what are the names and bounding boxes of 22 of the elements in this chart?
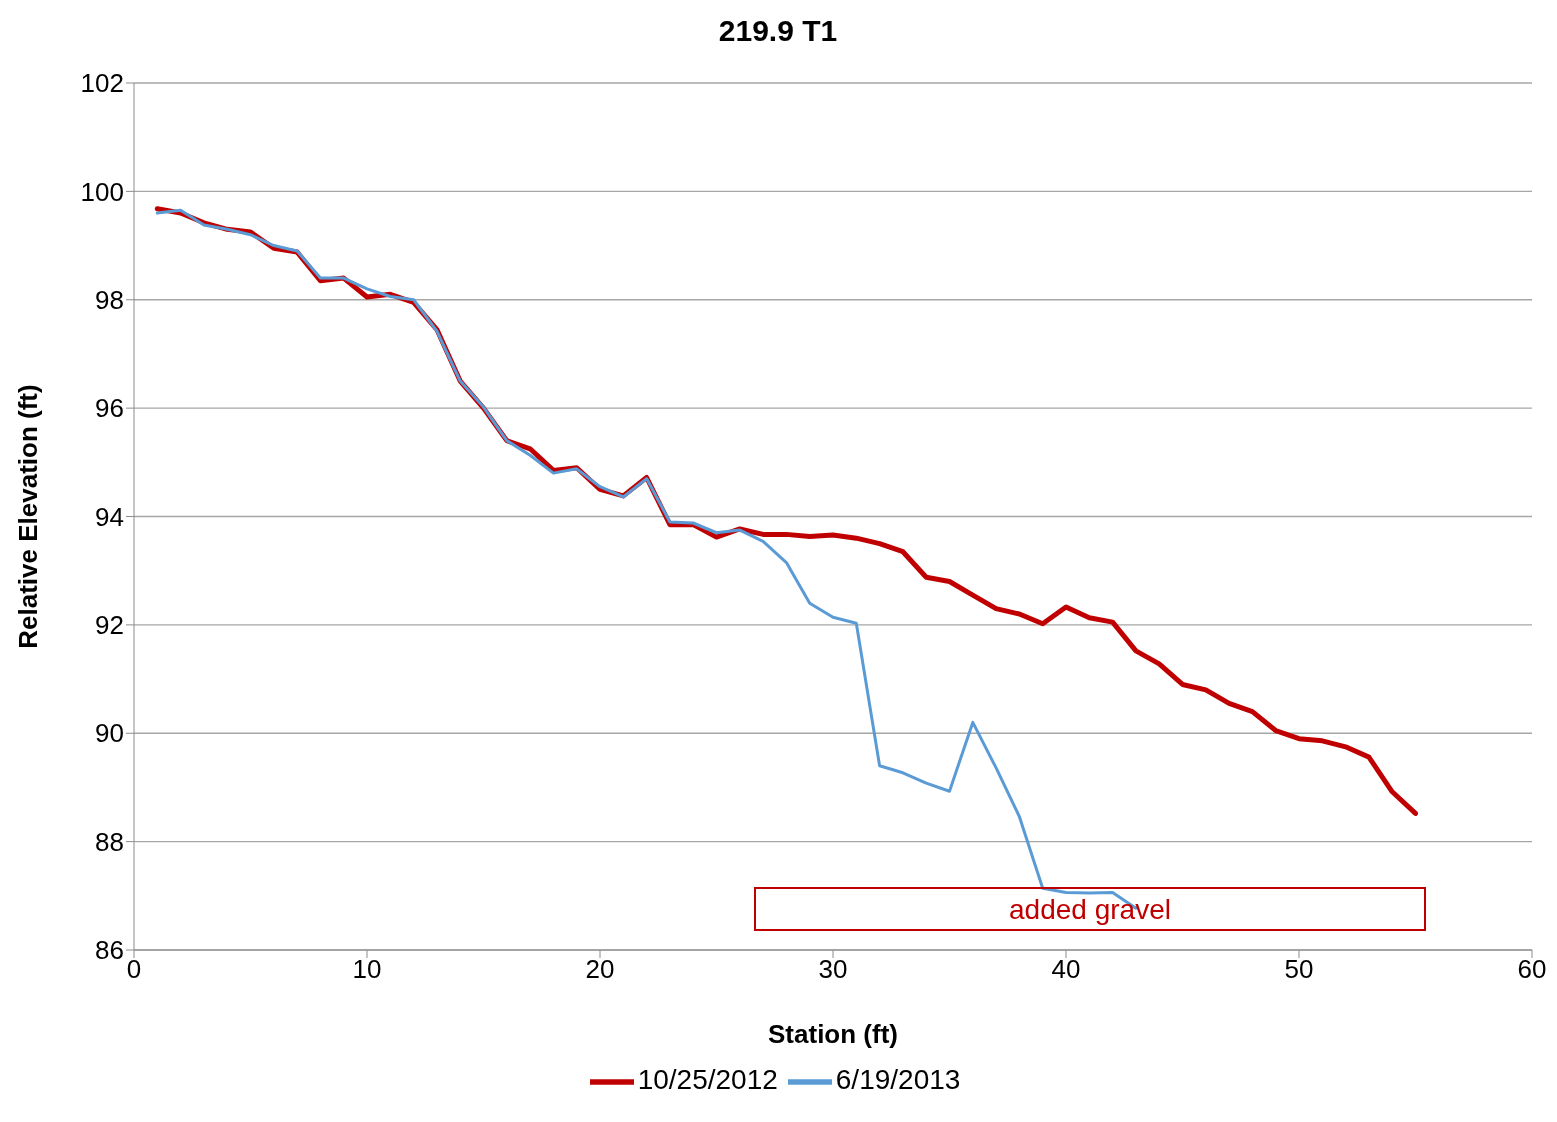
- legend-label: 6/19/2013: [835, 1064, 961, 1096]
- y-tick-label: 98: [95, 284, 124, 315]
- y-tick-label: 88: [95, 826, 124, 857]
- annotation: added gravel: [754, 887, 1426, 931]
- y-tick-label: 102: [80, 68, 124, 99]
- x-tick-label: 50: [1284, 954, 1314, 985]
- x-tick-label: 20: [585, 954, 615, 985]
- y-tick-label: 86: [95, 935, 124, 966]
- x-axis-title: Station (ft): [768, 1019, 898, 1050]
- legend-label: 10/25/2012: [637, 1064, 778, 1096]
- y-tick-label: 90: [95, 718, 124, 749]
- y-axis-title: Relative Elevation (ft): [13, 384, 44, 649]
- x-tick-label: 60: [1517, 954, 1547, 985]
- y-tick-label: 96: [95, 393, 124, 424]
- y-tick-label: 100: [80, 176, 124, 207]
- chart-title: 219.9 T1: [717, 14, 839, 48]
- x-tick-label: 40: [1051, 954, 1081, 985]
- y-tick-label: 92: [95, 610, 124, 641]
- y-tick-label: 94: [95, 501, 124, 532]
- x-tick-label: 10: [352, 954, 382, 985]
- x-tick-label: 0: [126, 954, 142, 985]
- x-tick-label: 30: [818, 954, 848, 985]
